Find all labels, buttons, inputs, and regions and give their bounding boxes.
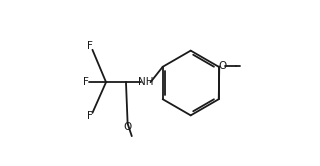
Text: F: F — [86, 42, 92, 51]
Text: NH: NH — [138, 77, 154, 87]
Text: O: O — [124, 122, 132, 132]
Text: O: O — [218, 61, 226, 71]
Text: F: F — [83, 77, 89, 87]
Text: F: F — [86, 111, 92, 121]
